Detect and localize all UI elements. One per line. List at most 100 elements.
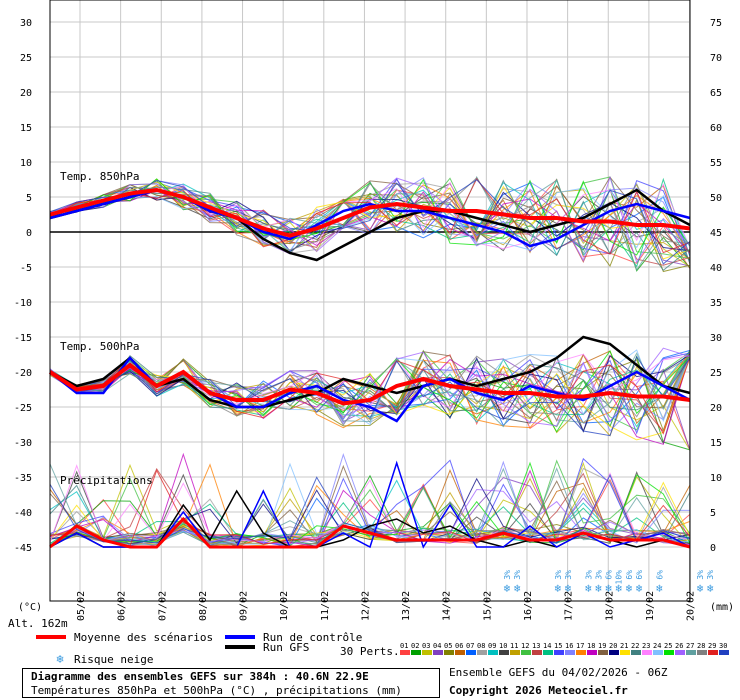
snowflake-icon: ❄ — [595, 582, 602, 595]
pert-swatch — [609, 650, 619, 655]
legend-graphics: ❄01 02 03 04 05 06 07 08 09 10 11 12 13 14 15 16 17 18 19 2… — [36, 635, 729, 666]
mean-t500-line — [48, 362, 691, 406]
y-right-tick-label: 5 — [710, 508, 716, 519]
x-tick-label: 18/02 — [604, 591, 615, 621]
pert-swatch — [653, 650, 663, 655]
y-right-tick-label: 60 — [710, 123, 722, 134]
y-left-tick-label: -25 — [14, 403, 32, 414]
chart-title: Diagramme des ensembles GEFS sur 384h : … — [31, 670, 369, 683]
perturbation-line — [49, 177, 691, 255]
perturbation-precip-line — [49, 463, 691, 548]
x-tick-label: 12/02 — [360, 591, 371, 621]
y-right-tick-label: 30 — [710, 333, 722, 344]
y-left-tick-label: 25 — [20, 53, 32, 64]
pert-id-label: 21 — [620, 642, 628, 650]
x-tick-label: 08/02 — [198, 591, 209, 621]
y-left-tick-label: -30 — [14, 438, 32, 449]
perturbation-precip-line — [49, 464, 691, 543]
chart-subtitle: Températures 850hPa et 500hPa (°C) , pré… — [31, 684, 402, 697]
y-left-tick-label: 0 — [26, 228, 32, 239]
pert-id-label: 23 — [642, 642, 650, 650]
pert-swatch — [455, 650, 465, 655]
pert-swatch — [477, 650, 487, 655]
pert-id-label: 25 — [664, 642, 672, 650]
pert-swatch — [686, 650, 696, 655]
y-left-tick-label: -10 — [14, 298, 32, 309]
perts-label: 30 Perts. — [340, 645, 400, 658]
pert-id-label: 16 — [565, 642, 573, 650]
x-tick-label: 05/02 — [76, 591, 87, 621]
x-tick-label: 20/02 — [686, 591, 697, 621]
altitude-label: Alt. 162m — [8, 617, 68, 630]
perturbation-line — [49, 181, 691, 260]
pert-swatch — [664, 650, 674, 655]
panel-label-t500: Temp. 500hPa — [60, 340, 139, 353]
snow-risk-label: 6% — [625, 570, 634, 580]
pert-id-label: 09 — [488, 642, 496, 650]
snow-risk: 3%❄3%❄3%❄3%❄3%❄3%❄6%❄10%❄6%❄6%❄6%❄3%❄3%❄ — [503, 570, 715, 595]
pert-id-label: 30 — [719, 642, 727, 650]
pert-swatch — [719, 650, 729, 655]
snow-risk-label: 3% — [594, 570, 603, 580]
snow-risk-label: 6% — [655, 570, 664, 580]
y-right-tick-label: 40 — [710, 263, 722, 274]
perturbation-precip-line — [49, 473, 691, 544]
pert-swatch — [675, 650, 685, 655]
mean-t850-line — [49, 187, 691, 238]
y-left-tick-label: -35 — [14, 473, 32, 484]
x-tick-label: 15/02 — [482, 591, 493, 621]
pert-swatch — [598, 650, 608, 655]
perturbation-line — [49, 355, 691, 437]
pert-id-label: 15 — [554, 642, 562, 650]
perturbation-line — [49, 184, 691, 254]
snow-risk-label: 3% — [513, 570, 522, 580]
snowflake-icon: ❄ — [554, 582, 561, 595]
pert-id-label: 19 — [598, 642, 606, 650]
legend-mean-label: Moyenne des scénarios — [74, 631, 213, 644]
copyright-label: Copyright 2026 Meteociel.fr — [449, 684, 628, 697]
pert-id-label: 26 — [675, 642, 683, 650]
legend-snow-label: Risque neige — [74, 653, 153, 666]
y-right-tick-label: 75 — [710, 18, 722, 29]
pert-id-label: 12 — [521, 642, 529, 650]
y-left-tick-label: -15 — [14, 333, 32, 344]
y-right-tick-label: 10 — [710, 473, 722, 484]
snow-risk-label: 6% — [605, 570, 614, 580]
panel-label-t850: Temp. 850hPa — [60, 170, 139, 183]
snow-risk-label: 3% — [584, 570, 593, 580]
snow-risk-label: 3% — [706, 570, 715, 580]
pert-id-label: 07 — [466, 642, 474, 650]
snowflake-icon: ❄ — [605, 582, 612, 595]
snow-risk-label: 10% — [615, 570, 624, 585]
pert-id-label: 03 — [422, 642, 430, 650]
ensemble-run-label: Ensemble GEFS du 04/02/2026 - 06Z — [449, 666, 668, 679]
pert-swatch — [620, 650, 630, 655]
perturbation-line — [49, 178, 691, 256]
y-right-tick-label: 15 — [710, 438, 722, 449]
pert-swatch — [433, 650, 443, 655]
snowflake-icon: ❄ — [697, 582, 704, 595]
perturbation-line — [49, 177, 691, 251]
y-left-tick-label: 30 — [20, 18, 32, 29]
perturbation-line — [49, 354, 691, 416]
unit-right: (mm) — [710, 602, 734, 613]
mean-precip-line — [49, 516, 691, 549]
pert-swatch — [642, 650, 652, 655]
y-right-tick-label: 35 — [710, 298, 722, 309]
snowflake-icon: ❄ — [615, 582, 622, 595]
unit-left: (°C) — [18, 602, 42, 613]
pert-swatch — [554, 650, 564, 655]
snow-risk-label: 6% — [635, 570, 644, 580]
pert-swatch — [587, 650, 597, 655]
pert-swatch — [631, 650, 641, 655]
y-right-tick-label: 45 — [710, 228, 722, 239]
perturbation-line — [49, 175, 691, 264]
y-left-tick-label: 10 — [20, 158, 32, 169]
pert-id-label: 05 — [444, 642, 452, 650]
pert-swatch — [521, 650, 531, 655]
y-right-tick-label: 65 — [710, 88, 722, 99]
pert-swatch — [708, 650, 718, 655]
pert-id-label: 02 — [411, 642, 419, 650]
plot-frame — [49, 0, 691, 602]
